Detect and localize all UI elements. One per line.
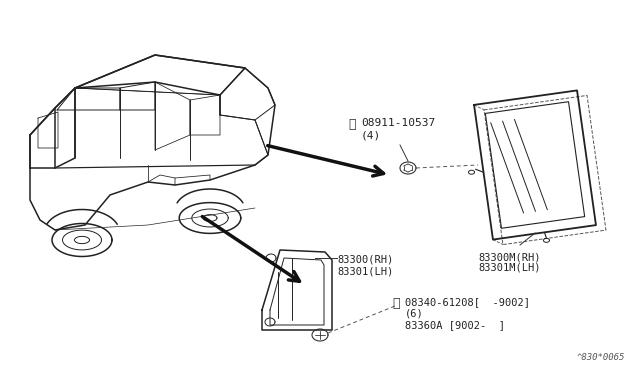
Text: ^830*0065: ^830*0065 [577,353,625,362]
Text: 83301(LH): 83301(LH) [337,267,393,277]
Text: 08340-61208[  -9002]: 08340-61208[ -9002] [405,297,530,307]
Text: Ⓝ: Ⓝ [348,118,355,131]
Text: 83360A [9002-  ]: 83360A [9002- ] [405,320,505,330]
Text: 08911-10537: 08911-10537 [361,118,435,128]
Text: 83301M(LH): 83301M(LH) [478,263,541,273]
Text: Ⓢ: Ⓢ [392,297,399,310]
Text: (6): (6) [405,309,424,319]
Text: 83300(RH): 83300(RH) [337,255,393,265]
Text: (4): (4) [361,130,381,140]
Text: 83300M(RH): 83300M(RH) [478,252,541,262]
